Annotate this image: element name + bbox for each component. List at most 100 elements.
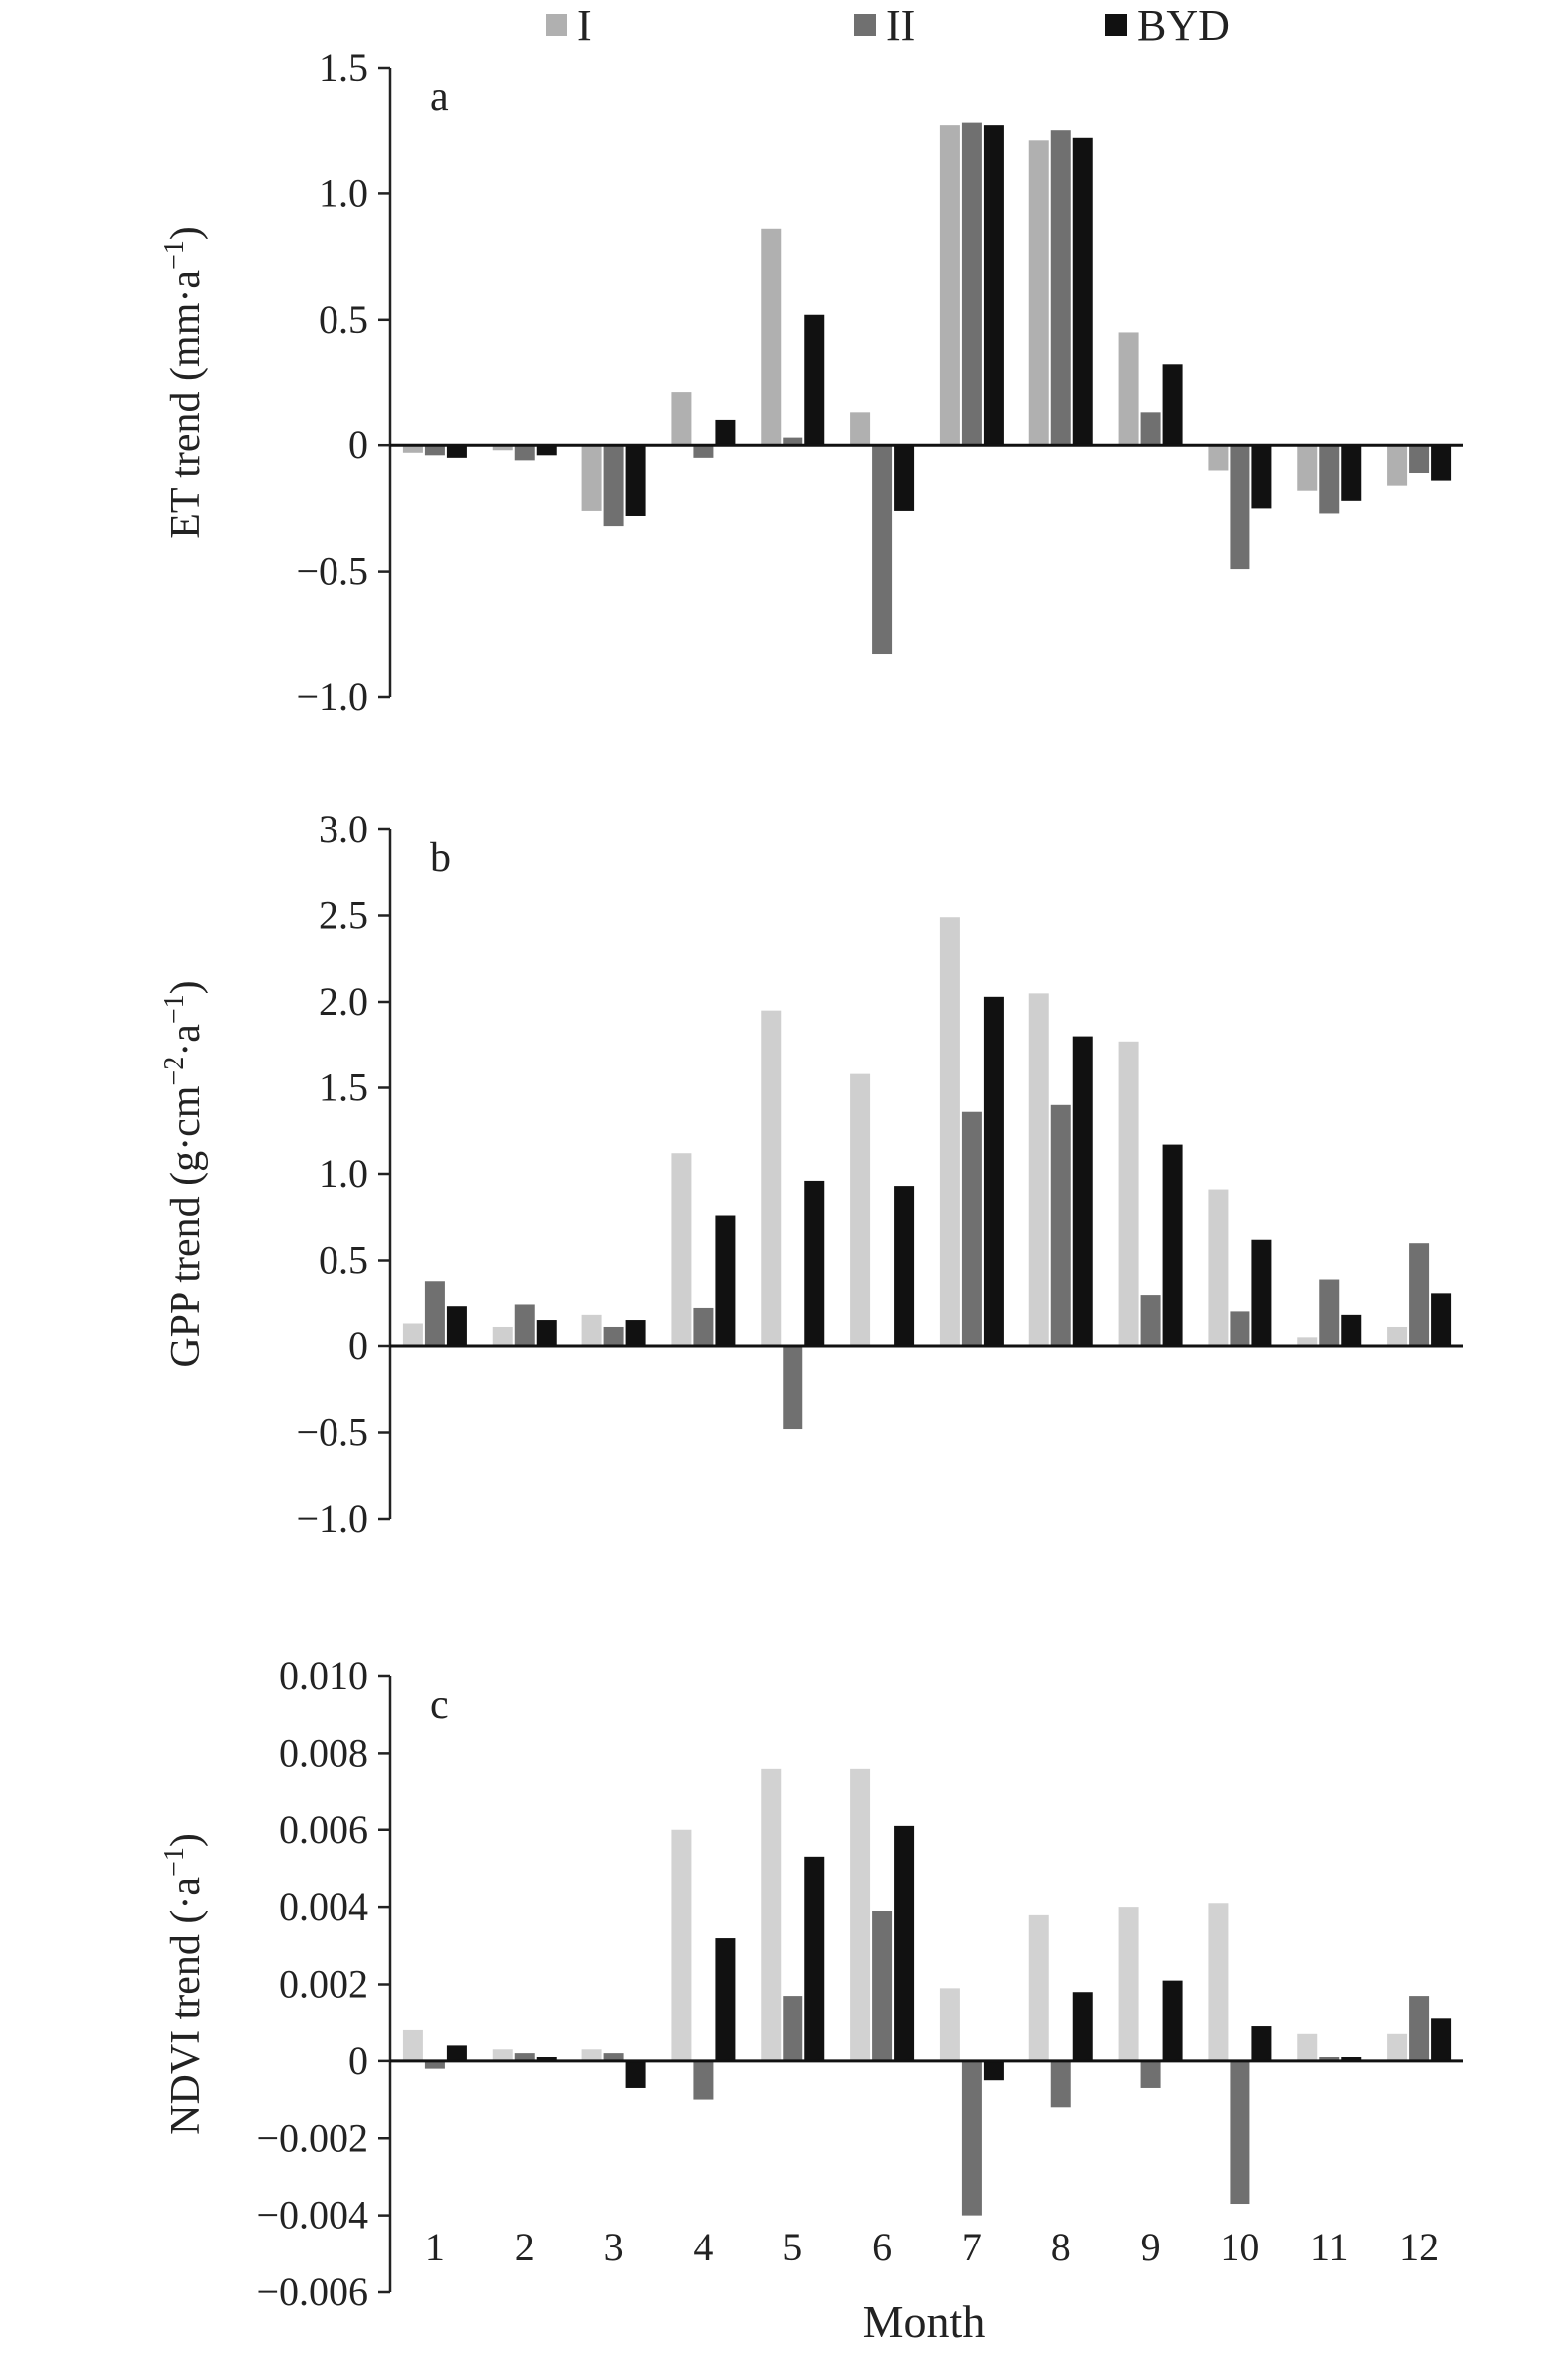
x-tick-label: 1 <box>425 2225 445 2269</box>
legend-label: II <box>886 1 915 50</box>
bar-c-byd-3 <box>626 2061 646 2088</box>
bar-b-ii-5 <box>783 1346 802 1429</box>
y-tick-label: 2.5 <box>319 893 368 938</box>
bar-c-i-6 <box>850 1769 870 2061</box>
bar-a-ii-3 <box>604 445 624 526</box>
bar-a-i-8 <box>1029 140 1049 445</box>
bar-a-byd-9 <box>1163 364 1183 445</box>
bar-b-i-10 <box>1208 1190 1228 1346</box>
bar-b-ii-3 <box>604 1327 624 1346</box>
bar-c-i-3 <box>582 2049 602 2061</box>
bar-a-i-7 <box>940 125 960 445</box>
y-tick-label: 1.0 <box>319 170 368 215</box>
x-tick-label: 11 <box>1310 2225 1349 2269</box>
panel-letter: a <box>430 74 449 119</box>
bar-a-i-5 <box>761 229 781 445</box>
bar-c-ii-7 <box>962 2061 982 2216</box>
bar-c-ii-8 <box>1051 2061 1071 2107</box>
bar-a-i-4 <box>671 392 691 445</box>
y-tick-label: 0.004 <box>279 1884 368 1929</box>
bar-a-i-3 <box>582 445 602 511</box>
x-tick-label: 7 <box>962 2225 982 2269</box>
y-tick-label: 0.5 <box>319 1238 368 1283</box>
bar-a-byd-10 <box>1251 445 1271 508</box>
y-tick-label: 0.010 <box>279 1653 368 1698</box>
bar-b-ii-1 <box>425 1281 445 1346</box>
bar-a-byd-8 <box>1073 138 1093 445</box>
panel-letter: c <box>430 1682 449 1728</box>
y-tick-label: −1.0 <box>296 1496 368 1540</box>
bar-b-i-2 <box>493 1327 513 1346</box>
x-tick-label: 8 <box>1051 2225 1071 2269</box>
bar-b-i-6 <box>850 1074 870 1346</box>
bar-c-byd-8 <box>1073 1992 1093 2061</box>
bar-c-ii-10 <box>1230 2061 1249 2204</box>
bar-b-i-5 <box>761 1011 781 1346</box>
y-tick-label: −0.5 <box>296 549 368 593</box>
bar-b-ii-10 <box>1230 1311 1249 1346</box>
bar-a-ii-2 <box>515 445 535 460</box>
bar-b-ii-2 <box>515 1304 535 1346</box>
x-tick-label: 5 <box>783 2225 802 2269</box>
bar-b-i-9 <box>1119 1042 1139 1346</box>
legend-entry-ii: II <box>854 1 915 50</box>
bar-c-i-9 <box>1119 1907 1139 2061</box>
bar-c-i-10 <box>1208 1903 1228 2061</box>
legend-swatch <box>1105 14 1127 36</box>
bar-c-byd-1 <box>447 2045 467 2060</box>
x-tick-label: 3 <box>604 2225 624 2269</box>
x-tick-label: 4 <box>693 2225 713 2269</box>
bar-c-ii-9 <box>1141 2061 1161 2088</box>
bar-c-byd-5 <box>804 1857 824 2061</box>
y-tick-label: 0.008 <box>279 1730 368 1774</box>
bar-a-i-11 <box>1297 445 1317 491</box>
bar-c-ii-6 <box>872 1911 892 2061</box>
y-tick-label: −1.0 <box>296 674 368 719</box>
bar-b-byd-4 <box>715 1216 735 1346</box>
bar-b-byd-11 <box>1341 1315 1361 1346</box>
bar-b-ii-12 <box>1409 1243 1429 1346</box>
x-tick-label: 12 <box>1399 2225 1439 2269</box>
x-axis-title: Month <box>863 2296 986 2347</box>
bar-b-i-8 <box>1029 993 1049 1346</box>
bar-a-byd-1 <box>447 445 467 458</box>
bar-a-i-10 <box>1208 445 1228 470</box>
y-tick-label: 1.5 <box>319 45 368 90</box>
bar-b-byd-12 <box>1431 1293 1451 1346</box>
bar-b-i-7 <box>940 917 960 1346</box>
x-tick-label: 2 <box>515 2225 535 2269</box>
y-tick-label: 0.006 <box>279 1807 368 1852</box>
bar-a-ii-6 <box>872 445 892 654</box>
bar-c-byd-12 <box>1431 2018 1451 2061</box>
y-axis-title: GPP trend (g·cm−2·a−1) <box>159 980 209 1367</box>
bar-c-byd-10 <box>1251 2026 1271 2061</box>
bar-b-byd-1 <box>447 1306 467 1346</box>
bar-a-byd-3 <box>626 445 646 516</box>
bar-b-byd-9 <box>1163 1145 1183 1346</box>
bar-b-byd-7 <box>984 997 1004 1346</box>
y-axis-title: NDVI trend (·a−1) <box>159 1833 209 2135</box>
bar-b-ii-9 <box>1141 1295 1161 1346</box>
y-tick-label: 3.0 <box>319 807 368 851</box>
bar-b-i-1 <box>403 1324 423 1346</box>
bar-b-i-12 <box>1387 1327 1407 1346</box>
y-tick-label: −0.006 <box>256 2269 368 2314</box>
bar-c-i-4 <box>671 1830 691 2061</box>
bar-c-i-7 <box>940 1988 960 2061</box>
bar-c-i-5 <box>761 1769 781 2061</box>
y-tick-label: 0.002 <box>279 1962 368 2007</box>
bar-a-ii-8 <box>1051 130 1071 445</box>
y-tick-label: 2.0 <box>319 979 368 1024</box>
y-tick-label: −0.002 <box>256 2115 368 2160</box>
y-tick-label: −0.004 <box>256 2193 368 2238</box>
bar-c-i-8 <box>1029 1915 1049 2061</box>
bar-a-ii-4 <box>693 445 713 458</box>
y-tick-label: 0 <box>348 422 368 467</box>
bar-a-i-12 <box>1387 445 1407 485</box>
legend-label: I <box>577 1 592 50</box>
bar-c-i-11 <box>1297 2034 1317 2061</box>
